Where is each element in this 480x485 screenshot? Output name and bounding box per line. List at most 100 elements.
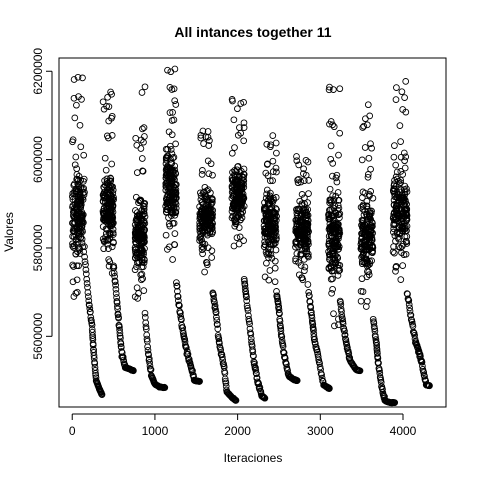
data-point — [196, 378, 203, 385]
data-point — [137, 214, 144, 222]
data-point — [365, 154, 373, 162]
data-point — [86, 305, 94, 312]
data-point — [261, 228, 269, 236]
data-point — [268, 254, 276, 262]
data-point — [74, 73, 82, 81]
data-point — [71, 161, 79, 169]
data-point — [305, 177, 313, 184]
data-point — [334, 202, 342, 209]
data-point — [411, 331, 418, 339]
data-point — [80, 151, 88, 159]
data-point — [367, 215, 374, 223]
data-point — [71, 218, 79, 226]
data-point — [262, 169, 270, 177]
data-point — [396, 122, 404, 129]
data-point — [269, 177, 276, 184]
data-point — [369, 315, 377, 323]
data-point — [236, 233, 244, 241]
data-point — [207, 160, 215, 168]
data-point — [249, 348, 257, 356]
data-point — [143, 335, 151, 343]
data-point — [197, 134, 205, 142]
data-point — [361, 144, 369, 151]
data-point — [113, 294, 120, 301]
data-point — [183, 347, 191, 355]
data-point — [228, 149, 236, 157]
data-point — [426, 382, 433, 390]
data-point — [184, 350, 192, 358]
data-point — [393, 84, 400, 91]
data-point — [199, 219, 207, 227]
data-point — [202, 213, 210, 221]
data-point — [115, 314, 122, 322]
data-point — [266, 217, 273, 225]
data-point — [389, 248, 397, 256]
data-point — [92, 370, 99, 377]
data-point — [307, 304, 315, 311]
data-point — [182, 344, 190, 352]
data-point — [102, 230, 110, 237]
data-point — [377, 379, 385, 386]
data-point — [172, 140, 179, 148]
data-point — [340, 325, 348, 332]
data-point — [208, 254, 216, 261]
data-point — [139, 167, 147, 175]
data-point — [253, 370, 260, 378]
data-point — [300, 165, 307, 173]
data-point — [401, 206, 409, 214]
data-point — [163, 179, 171, 187]
data-point — [397, 138, 404, 145]
data-point — [236, 192, 244, 200]
data-point — [268, 197, 276, 205]
data-point — [376, 367, 383, 374]
data-point — [133, 169, 141, 176]
data-point — [263, 161, 271, 168]
data-point — [72, 153, 80, 161]
data-point — [235, 211, 242, 219]
data-point — [76, 188, 84, 196]
data-point — [238, 205, 246, 213]
data-point — [273, 149, 280, 157]
data-point — [371, 325, 378, 333]
data-point — [145, 351, 152, 359]
data-point — [334, 189, 342, 196]
data-point — [116, 329, 124, 337]
x-tick-label: 4000 — [390, 424, 417, 438]
data-point — [112, 281, 119, 289]
data-point — [358, 221, 365, 229]
data-point — [270, 231, 278, 239]
data-point — [85, 293, 92, 300]
data-point — [390, 243, 397, 250]
data-point — [408, 318, 416, 326]
data-point — [240, 124, 248, 131]
data-point — [132, 134, 140, 142]
data-point — [75, 227, 83, 235]
data-point — [174, 293, 182, 300]
data-point — [363, 260, 371, 267]
data-point — [297, 250, 304, 258]
data-point — [240, 98, 247, 106]
data-point — [299, 276, 307, 284]
data-point — [138, 239, 146, 247]
data-point — [328, 289, 335, 297]
data-point — [112, 290, 120, 297]
data-point — [376, 369, 384, 377]
data-point — [99, 209, 107, 217]
data-point — [137, 145, 145, 152]
data-point — [365, 191, 373, 198]
data-point — [138, 155, 146, 162]
data-point — [136, 234, 144, 242]
data-point — [234, 162, 242, 170]
data-point — [399, 227, 407, 235]
data-point — [303, 209, 310, 216]
data-point — [363, 297, 371, 305]
data-point — [393, 188, 401, 196]
data-point — [233, 234, 241, 242]
data-point — [358, 216, 366, 224]
data-point — [267, 225, 275, 232]
data-point — [167, 160, 175, 167]
data-point — [267, 196, 275, 204]
data-point — [265, 276, 273, 284]
data-point — [358, 275, 366, 283]
data-point — [325, 86, 333, 94]
